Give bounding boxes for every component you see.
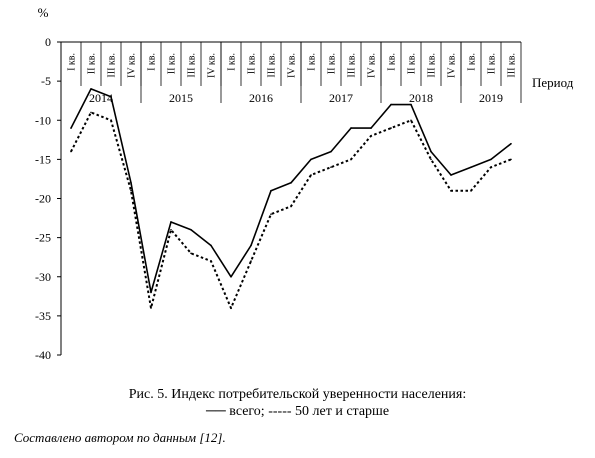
data-point (250, 244, 252, 247)
data-point (70, 127, 72, 129)
data-point (510, 142, 512, 145)
data-point (450, 174, 452, 176)
series-layer (70, 88, 512, 310)
data-point (390, 103, 392, 106)
quarter-label: IV кв. (127, 53, 138, 78)
caption-line-2: ── всего; ----- 50 лет и старше (205, 404, 390, 419)
year-label: 2018 (409, 91, 433, 105)
series-line-total (70, 88, 512, 294)
data-point (410, 103, 412, 106)
y-tick-label: -5 (41, 74, 51, 88)
y-unit-label: % (38, 5, 49, 20)
series-line-50-plus (70, 111, 512, 310)
data-point (430, 158, 432, 161)
quarter-label: I кв. (67, 53, 78, 71)
quarter-label: III кв. (507, 53, 518, 78)
quarter-label: I кв. (147, 53, 158, 71)
source-note: Составлено автором по данным [12]. (14, 430, 226, 445)
quarter-label: II кв. (487, 53, 498, 74)
data-point (70, 150, 72, 153)
data-point (150, 291, 152, 294)
data-point (270, 213, 272, 215)
quarter-label: III кв. (427, 53, 438, 78)
quarter-label: III кв. (107, 53, 118, 78)
quarter-label: II кв. (407, 53, 418, 74)
data-point (290, 182, 292, 184)
x-axis-title: Период (532, 75, 574, 90)
data-point (410, 119, 412, 122)
data-point (250, 260, 252, 262)
y-tick-label: -20 (35, 192, 51, 206)
quarter-label: II кв. (87, 53, 98, 74)
data-point (470, 189, 472, 192)
y-axis: 0 -5 -10 -15 -20 -25 -30 -35 -40 (35, 35, 62, 362)
data-point (330, 166, 332, 168)
data-point (90, 111, 92, 114)
data-point (170, 229, 172, 231)
data-point (190, 229, 192, 231)
data-point (110, 119, 112, 122)
data-point (370, 135, 372, 137)
quarter-label: III кв. (187, 53, 198, 78)
data-point (290, 205, 292, 208)
data-point (230, 275, 232, 278)
data-point (490, 158, 492, 161)
y-tick-label: -30 (35, 270, 51, 284)
data-point (310, 174, 312, 176)
data-point (390, 127, 392, 129)
year-label: 2015 (169, 91, 193, 105)
y-tick-label: -25 (35, 231, 51, 245)
quarter-label: II кв. (327, 53, 338, 74)
quarter-label: III кв. (267, 53, 278, 78)
quarter-label: I кв. (227, 53, 238, 71)
data-point (510, 158, 512, 161)
quarter-label: IV кв. (287, 53, 298, 78)
data-point (330, 150, 332, 153)
data-point (170, 221, 172, 223)
data-point (450, 189, 452, 192)
data-point (490, 166, 492, 168)
data-point (190, 252, 192, 255)
quarter-label: II кв. (247, 53, 258, 74)
data-point (370, 127, 372, 129)
data-point (130, 182, 132, 184)
caption-line-1: Рис. 5. Индекс потребительской увереннос… (128, 387, 467, 402)
y-tick-label: -40 (35, 348, 51, 362)
data-point (210, 244, 212, 247)
quarter-label: I кв. (467, 53, 478, 71)
quarter-label: I кв. (307, 53, 318, 71)
y-tick-label: -15 (35, 152, 51, 166)
year-label: 2017 (329, 91, 353, 105)
data-point (230, 307, 232, 309)
quarter-label: II кв. (167, 53, 178, 74)
data-point (270, 189, 272, 192)
quarter-label: IV кв. (447, 53, 458, 78)
quarter-label: III кв. (347, 53, 358, 78)
chart: % 0 -5 -10 -15 -20 -25 -30 -35 -40 I кв. II кв. II… (35, 5, 574, 362)
quarter-label: I кв. (387, 53, 398, 71)
data-point (130, 189, 132, 192)
y-tick-label: -35 (35, 309, 51, 323)
data-point (310, 158, 312, 161)
quarter-label: IV кв. (367, 53, 378, 78)
data-point (350, 158, 352, 161)
data-point (430, 150, 432, 153)
year-label: 2016 (249, 91, 273, 105)
y-tick-label: -10 (35, 113, 51, 127)
data-point (350, 127, 352, 129)
year-label: 2019 (479, 91, 503, 105)
data-point (90, 88, 92, 90)
data-point (470, 166, 472, 168)
quarter-label: IV кв. (207, 53, 218, 78)
data-point (210, 260, 212, 262)
y-tick-label: 0 (45, 35, 51, 49)
data-point (150, 307, 152, 309)
data-point (110, 95, 112, 98)
